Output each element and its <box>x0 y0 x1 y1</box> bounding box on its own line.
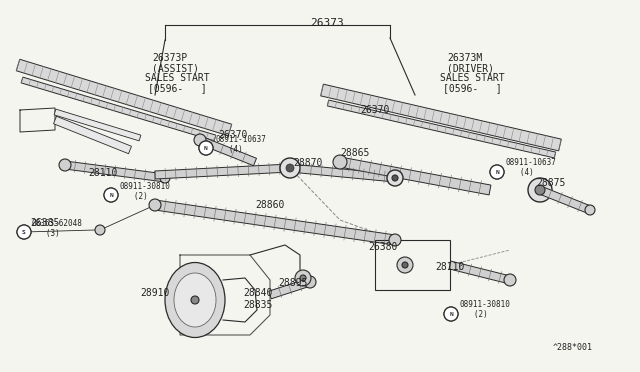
Text: N: N <box>449 311 453 317</box>
Text: (DRIVER): (DRIVER) <box>447 63 494 73</box>
Text: [0596-   ]: [0596- ] <box>443 83 502 93</box>
Circle shape <box>191 296 199 304</box>
Circle shape <box>160 173 170 183</box>
Circle shape <box>535 185 545 195</box>
Circle shape <box>444 307 458 321</box>
Text: S: S <box>22 230 26 234</box>
Polygon shape <box>54 116 131 154</box>
Polygon shape <box>449 261 511 284</box>
Circle shape <box>17 225 31 239</box>
Text: 28865: 28865 <box>340 148 369 158</box>
Text: SALES START: SALES START <box>440 73 504 83</box>
Circle shape <box>295 270 311 286</box>
Polygon shape <box>339 157 491 195</box>
Circle shape <box>444 307 458 321</box>
Text: 28110: 28110 <box>88 168 117 178</box>
Polygon shape <box>155 164 290 179</box>
Text: 08363-62048
   (3): 08363-62048 (3) <box>32 219 83 238</box>
Circle shape <box>585 205 595 215</box>
Circle shape <box>199 141 213 155</box>
Text: 26370: 26370 <box>218 130 248 140</box>
Text: N: N <box>204 145 208 151</box>
Circle shape <box>490 165 504 179</box>
Text: 28895: 28895 <box>278 278 307 288</box>
Polygon shape <box>54 109 141 141</box>
Text: [0596-   ]: [0596- ] <box>148 83 207 93</box>
Ellipse shape <box>165 263 225 337</box>
Polygon shape <box>198 136 257 166</box>
Text: 08911-30810
   (2): 08911-30810 (2) <box>460 300 511 320</box>
Text: 08911-30810
   (2): 08911-30810 (2) <box>120 182 171 201</box>
Polygon shape <box>21 77 216 141</box>
Text: 08911-10637
   (4): 08911-10637 (4) <box>506 158 557 177</box>
Text: N: N <box>495 170 499 174</box>
Circle shape <box>504 274 516 286</box>
Circle shape <box>397 257 413 273</box>
Text: S: S <box>22 229 26 235</box>
Circle shape <box>389 234 401 246</box>
Text: N: N <box>109 192 113 198</box>
Text: 26385: 26385 <box>30 218 60 228</box>
Text: 26370: 26370 <box>360 105 389 115</box>
Circle shape <box>17 225 31 239</box>
Text: 28870: 28870 <box>293 158 323 168</box>
Circle shape <box>199 141 213 155</box>
Circle shape <box>285 163 295 173</box>
Text: 26373P: 26373P <box>152 53 188 63</box>
Text: SALES START: SALES START <box>145 73 210 83</box>
Circle shape <box>402 262 408 268</box>
Polygon shape <box>290 164 396 182</box>
Circle shape <box>528 178 552 202</box>
Text: 08911-10637
   (4): 08911-10637 (4) <box>215 135 266 154</box>
Polygon shape <box>65 161 166 182</box>
Text: (ASSIST): (ASSIST) <box>152 63 199 73</box>
Text: 26373M: 26373M <box>447 53 483 63</box>
Circle shape <box>304 276 316 288</box>
Text: 28835: 28835 <box>243 300 273 310</box>
Circle shape <box>104 188 118 202</box>
Text: 26380: 26380 <box>368 242 397 252</box>
Circle shape <box>286 164 294 172</box>
Circle shape <box>194 134 206 146</box>
Circle shape <box>387 170 403 186</box>
Text: 28910: 28910 <box>140 288 170 298</box>
Circle shape <box>490 165 504 179</box>
Polygon shape <box>269 278 311 299</box>
Ellipse shape <box>174 273 216 327</box>
Circle shape <box>392 175 398 181</box>
Circle shape <box>300 275 306 281</box>
Circle shape <box>95 225 105 235</box>
Polygon shape <box>154 200 396 245</box>
Bar <box>375 240 450 290</box>
Polygon shape <box>538 186 591 214</box>
Polygon shape <box>327 100 556 158</box>
Text: 28860: 28860 <box>255 200 284 210</box>
Text: N: N <box>109 192 113 198</box>
Text: N: N <box>495 169 499 175</box>
Text: 28875: 28875 <box>536 178 565 188</box>
Polygon shape <box>321 84 561 151</box>
Text: 26373: 26373 <box>310 18 344 28</box>
Circle shape <box>149 199 161 211</box>
Circle shape <box>104 188 118 202</box>
Text: N: N <box>449 311 453 317</box>
Text: 28840: 28840 <box>243 288 273 298</box>
Text: N: N <box>204 145 208 151</box>
Circle shape <box>280 158 300 178</box>
Text: ^288*001: ^288*001 <box>553 343 593 352</box>
Polygon shape <box>16 59 232 136</box>
Circle shape <box>59 159 71 171</box>
Text: 28110: 28110 <box>435 262 465 272</box>
Circle shape <box>333 155 347 169</box>
